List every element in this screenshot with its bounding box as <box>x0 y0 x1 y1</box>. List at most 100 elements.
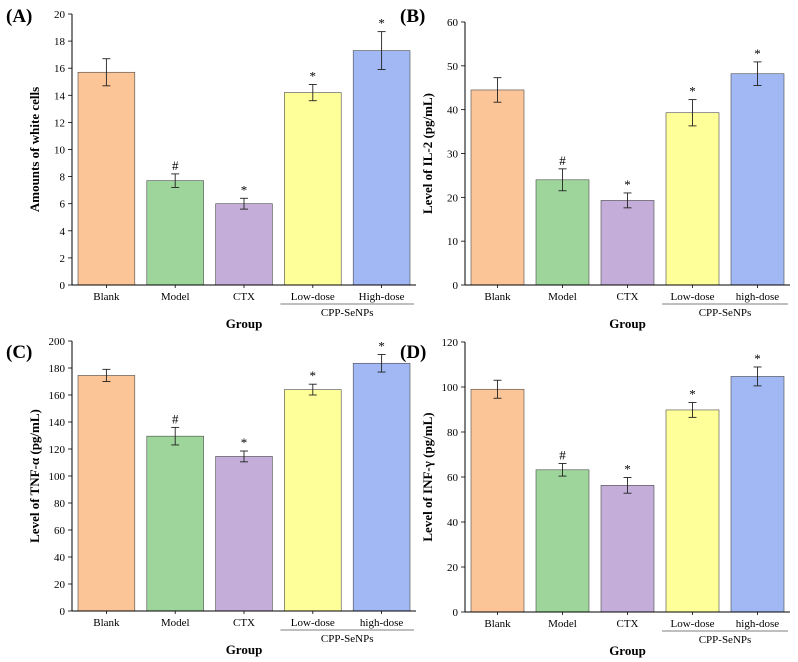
x-axis-title: Group <box>226 642 263 657</box>
error-bar <box>493 379 502 399</box>
bar-model <box>535 469 590 613</box>
y-tick-label: 100 <box>442 382 459 394</box>
y-tick-label: 0 <box>60 280 66 292</box>
bar-high-dose <box>352 50 411 286</box>
significance-marker: # <box>172 411 179 426</box>
y-tick-label: 2 <box>60 253 66 265</box>
error-bar <box>493 77 502 103</box>
y-tick-label: 100 <box>49 471 66 483</box>
panel-label: (A) <box>6 6 32 27</box>
y-tick-label: 4 <box>60 226 66 238</box>
y-tick-label: 40 <box>54 552 66 564</box>
significance-marker: * <box>310 368 317 383</box>
x-tick-label: Blank <box>484 291 511 303</box>
significance-marker: * <box>689 84 696 99</box>
bar-blank <box>77 71 136 286</box>
y-tick-label: 20 <box>54 9 66 21</box>
y-tick-label: 120 <box>442 337 459 349</box>
bar-high-dose <box>730 73 785 286</box>
significance-marker: # <box>559 448 566 463</box>
x-tick-label: CTX <box>233 291 255 303</box>
bar-high-dose <box>730 376 785 613</box>
y-tick-label: 0 <box>453 280 459 292</box>
y-tick-label: 20 <box>54 579 66 591</box>
y-tick-label: 0 <box>60 606 66 618</box>
x-tick-label: CTX <box>617 291 639 303</box>
bar-model <box>146 180 204 286</box>
error-bar <box>623 192 632 209</box>
x-tick-label: High-dose <box>359 291 405 303</box>
bar-blank <box>77 375 136 612</box>
x-axis-title: Group <box>609 643 646 658</box>
group-label: CPP-SeNPs <box>699 634 752 646</box>
significance-marker: * <box>241 435 248 450</box>
significance-marker: * <box>689 387 696 402</box>
error-bar <box>240 450 248 463</box>
y-tick-label: 16 <box>54 63 66 75</box>
y-tick-label: 14 <box>54 90 66 102</box>
x-axis-title: Group <box>226 316 263 331</box>
y-tick-label: 40 <box>447 517 459 529</box>
significance-marker: * <box>241 182 248 197</box>
bar-blank <box>470 89 525 286</box>
x-tick-label: Model <box>548 291 577 303</box>
significance-marker: * <box>378 339 385 354</box>
significance-marker: * <box>310 68 317 83</box>
y-tick-label: 20 <box>447 192 459 204</box>
error-bar <box>308 84 317 102</box>
error-bar <box>308 383 317 396</box>
bar-ctx <box>600 200 655 286</box>
significance-marker: * <box>624 461 631 476</box>
bar-low-dose <box>284 92 342 286</box>
x-tick-label: Model <box>548 618 577 630</box>
y-axis-title: Level of INF-γ (pg/mL) <box>420 412 435 541</box>
y-tick-label: 8 <box>60 172 66 184</box>
error-bar <box>240 197 248 210</box>
error-bar <box>377 31 386 71</box>
error-bar <box>558 168 567 192</box>
y-tick-label: 200 <box>49 336 66 348</box>
x-tick-label: Low-dose <box>291 617 335 629</box>
y-tick-label: 160 <box>49 390 66 402</box>
bar-ctx <box>600 485 655 613</box>
chart-panel-4: (D) Blank # Model * CTX * Low-dose * high-dose CPP… <box>400 337 790 658</box>
y-tick-label: 0 <box>453 607 459 619</box>
y-tick-label: 10 <box>447 236 459 248</box>
x-tick-label: Low-dose <box>671 618 715 630</box>
x-tick-label: Low-dose <box>671 291 715 303</box>
significance-marker: # <box>559 153 566 168</box>
y-axis-title: Level of TNF-α (pg/mL) <box>27 409 42 543</box>
error-bar <box>688 402 697 418</box>
y-tick-label: 140 <box>49 417 66 429</box>
group-label: CPP-SeNPs <box>321 307 374 319</box>
x-tick-label: Blank <box>93 617 120 629</box>
error-bar <box>753 61 762 87</box>
x-tick-label: high-dose <box>360 617 404 629</box>
y-axis-title: Level of IL-2 (pg/mL) <box>420 93 435 214</box>
significance-marker: * <box>624 177 631 192</box>
y-tick-label: 30 <box>447 149 459 161</box>
group-label: CPP-SeNPs <box>699 307 752 319</box>
bar-low-dose <box>665 112 720 286</box>
error-bar <box>688 99 697 127</box>
y-tick-label: 80 <box>54 498 66 510</box>
error-bar <box>377 354 386 373</box>
error-bar <box>753 366 762 387</box>
significance-marker: * <box>378 16 385 31</box>
y-tick-label: 60 <box>54 525 66 537</box>
y-tick-label: 60 <box>447 472 459 484</box>
panel-label: (B) <box>400 6 425 27</box>
y-axis-title: Amounts of white cells <box>27 87 42 212</box>
x-tick-label: Model <box>161 617 190 629</box>
y-tick-label: 40 <box>447 105 459 117</box>
panel-label: (D) <box>400 342 426 363</box>
y-tick-label: 6 <box>60 199 66 211</box>
x-tick-label: Blank <box>93 291 120 303</box>
bar-low-dose <box>284 389 342 612</box>
y-tick-label: 10 <box>54 145 66 157</box>
y-tick-label: 120 <box>49 444 66 456</box>
bar-model <box>146 435 204 612</box>
group-label: CPP-SeNPs <box>321 633 374 645</box>
bar-blank <box>470 388 525 613</box>
